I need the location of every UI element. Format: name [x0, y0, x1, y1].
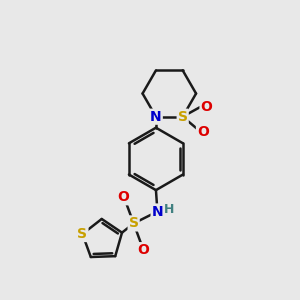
Text: O: O — [200, 100, 212, 114]
Text: N: N — [152, 205, 163, 218]
Text: O: O — [197, 124, 209, 139]
Text: S: S — [178, 110, 188, 124]
Text: H: H — [164, 203, 174, 216]
Text: S: S — [129, 216, 139, 230]
Text: O: O — [137, 243, 149, 257]
Text: S: S — [77, 227, 87, 241]
Text: N: N — [150, 110, 162, 124]
Text: O: O — [117, 190, 129, 204]
